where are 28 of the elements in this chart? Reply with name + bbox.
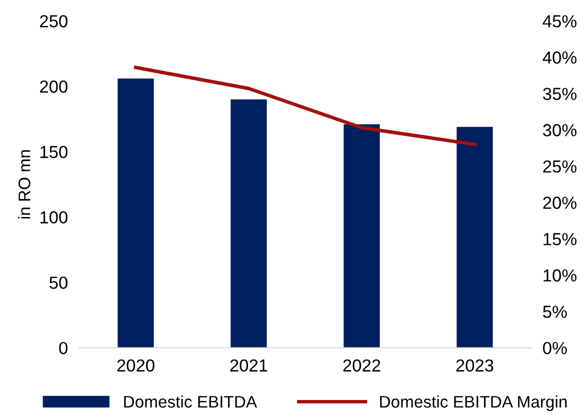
bar — [344, 124, 380, 348]
y-tick-label: 250 — [40, 15, 68, 28]
x-tick-label: 2022 — [343, 359, 380, 372]
y2-tick-label: 45% — [542, 15, 576, 28]
y2-tick-label: 5% — [543, 306, 567, 318]
y2-tick-label: 30% — [543, 124, 576, 136]
y-tick-label: 100 — [40, 211, 68, 224]
x-tick-label: 2020 — [117, 359, 154, 372]
y2-tick-label: 10% — [544, 269, 576, 282]
y2-tick-label: 35% — [543, 88, 576, 100]
legend-label: Domestic EBITDA Margin — [380, 395, 567, 411]
y2-tick-label: 15% — [544, 233, 576, 246]
y-axis-title: in RO mn — [18, 150, 30, 218]
x-tick-label: 2021 — [230, 359, 268, 372]
bar — [230, 99, 267, 348]
y2-tick-label: 40% — [542, 51, 576, 64]
y2-tick-label: 0% — [543, 342, 567, 354]
y-tick-label: 200 — [40, 80, 68, 93]
bar — [118, 78, 154, 348]
y-tick-label: 150 — [40, 146, 68, 158]
line-series — [134, 66, 476, 146]
bar — [456, 126, 493, 348]
y2-tick-label: 20% — [543, 196, 576, 209]
y-tick-label: 0 — [59, 342, 68, 354]
y-tick-label: 50 — [50, 276, 68, 289]
x-tick-label: 2023 — [456, 359, 494, 372]
y2-tick-label: 25% — [543, 160, 576, 173]
legend-label: Domestic EBITDA — [124, 395, 258, 408]
